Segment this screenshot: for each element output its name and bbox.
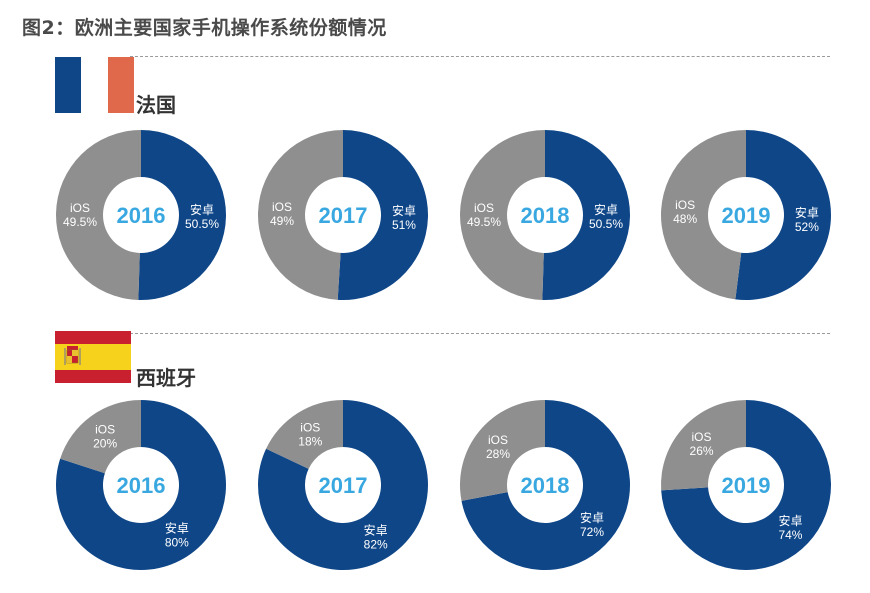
section-divider-france bbox=[130, 56, 830, 57]
country-label-france: 法国 bbox=[136, 93, 176, 117]
country-label-spain: 西班牙 bbox=[136, 366, 196, 390]
section-divider-spain bbox=[130, 333, 830, 334]
year-label: 2017 bbox=[319, 473, 368, 498]
slice-ios bbox=[257, 130, 343, 300]
ios-label: iOS bbox=[95, 423, 115, 437]
ios-label: iOS bbox=[692, 430, 712, 444]
android-value-label: 50.5% bbox=[589, 217, 623, 231]
ios-value-label: 49.5% bbox=[467, 215, 501, 229]
ios-value-label: 49% bbox=[270, 214, 294, 228]
year-label: 2018 bbox=[521, 473, 570, 498]
ios-label: iOS bbox=[272, 200, 292, 214]
android-label: 安卓 bbox=[190, 202, 214, 217]
year-label: 2016 bbox=[117, 473, 166, 498]
android-label: 安卓 bbox=[165, 520, 189, 535]
ios-label: iOS bbox=[70, 201, 90, 215]
ios-label: iOS bbox=[474, 201, 494, 215]
ios-value-label: 18% bbox=[298, 434, 322, 448]
ios-label: iOS bbox=[488, 433, 508, 447]
android-label: 安卓 bbox=[364, 523, 388, 538]
ios-label: iOS bbox=[675, 198, 695, 212]
slice-android bbox=[138, 130, 226, 300]
slice-ios bbox=[661, 400, 746, 491]
year-label: 2019 bbox=[722, 203, 771, 228]
ios-value-label: 49.5% bbox=[63, 215, 97, 229]
ios-label: iOS bbox=[300, 420, 320, 434]
year-label: 2016 bbox=[117, 203, 166, 228]
ios-value-label: 48% bbox=[673, 212, 697, 226]
slice-android bbox=[661, 400, 831, 570]
slice-android bbox=[258, 400, 428, 571]
android-value-label: 52% bbox=[795, 220, 819, 234]
android-label: 安卓 bbox=[594, 202, 618, 217]
android-value-label: 51% bbox=[392, 218, 416, 232]
slice-ios bbox=[55, 130, 141, 300]
slice-android bbox=[337, 130, 428, 300]
slice-android bbox=[542, 130, 630, 300]
slice-ios bbox=[459, 130, 545, 300]
slice-ios bbox=[60, 400, 141, 474]
slice-ios bbox=[460, 400, 545, 501]
ios-value-label: 28% bbox=[486, 447, 510, 461]
year-label: 2019 bbox=[722, 473, 771, 498]
android-value-label: 80% bbox=[165, 535, 189, 549]
android-label: 安卓 bbox=[778, 513, 802, 528]
spain-coat-of-arms bbox=[64, 346, 81, 365]
android-value-label: 50.5% bbox=[185, 217, 219, 231]
android-value-label: 82% bbox=[364, 538, 388, 552]
spain-flag bbox=[55, 331, 131, 383]
ios-value-label: 20% bbox=[93, 437, 117, 451]
android-label: 安卓 bbox=[392, 203, 416, 218]
slice-ios bbox=[266, 400, 343, 469]
slice-android bbox=[461, 400, 630, 570]
ios-value-label: 26% bbox=[690, 444, 714, 458]
chart-title: 图2：欧洲主要国家手机操作系统份额情况 bbox=[22, 17, 387, 39]
year-label: 2017 bbox=[319, 203, 368, 228]
android-label: 安卓 bbox=[795, 205, 819, 220]
france-flag bbox=[55, 57, 134, 113]
android-label: 安卓 bbox=[580, 510, 604, 525]
slice-android bbox=[55, 400, 226, 571]
year-label: 2018 bbox=[521, 203, 570, 228]
android-value-label: 72% bbox=[580, 525, 604, 539]
slice-ios bbox=[661, 130, 746, 300]
android-value-label: 74% bbox=[778, 528, 802, 542]
slice-android bbox=[735, 130, 832, 300]
